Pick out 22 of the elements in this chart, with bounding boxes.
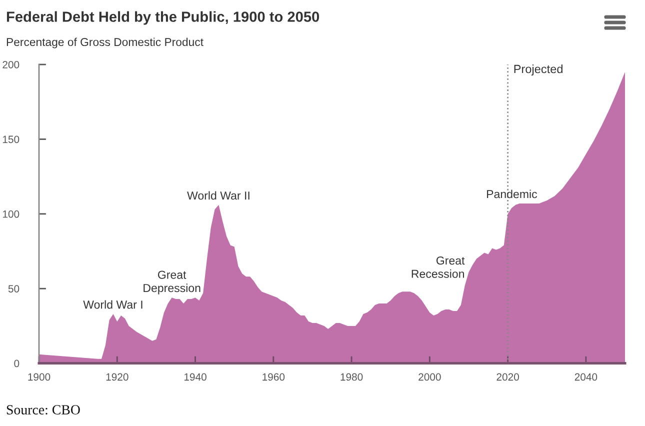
source-note: Source: CBO bbox=[6, 405, 80, 415]
y-tick-label: 0 bbox=[14, 360, 20, 368]
annotation: Great Recession bbox=[412, 256, 465, 278]
x-tick-label: 1900 bbox=[28, 373, 50, 381]
x-tick-label: 2000 bbox=[418, 373, 441, 381]
annotation: World War II bbox=[187, 191, 250, 200]
x-tick-label: 1920 bbox=[106, 373, 128, 381]
x-tick-label: 1960 bbox=[262, 373, 285, 381]
chart-subtitle: Percentage of Gross Domestic Product bbox=[6, 38, 204, 48]
x-tick-label: 2040 bbox=[574, 373, 598, 381]
y-tick-label: 100 bbox=[2, 210, 20, 218]
chart-title: Federal Debt Held by the Public, 1900 to 2050 bbox=[6, 11, 320, 25]
x-tick-label: 2020 bbox=[496, 373, 519, 381]
x-tick-label: 1940 bbox=[184, 373, 206, 381]
y-tick-label: 50 bbox=[8, 285, 20, 292]
annotation: Pandemic bbox=[487, 190, 538, 198]
annotation: Great Depression bbox=[144, 270, 200, 294]
ref-line-label: Projected bbox=[514, 64, 562, 76]
y-tick-label: 150 bbox=[2, 136, 20, 144]
annotation: World War I bbox=[83, 300, 142, 309]
y-tick-label: 200 bbox=[2, 61, 20, 68]
x-tick-label: 1980 bbox=[340, 373, 363, 381]
